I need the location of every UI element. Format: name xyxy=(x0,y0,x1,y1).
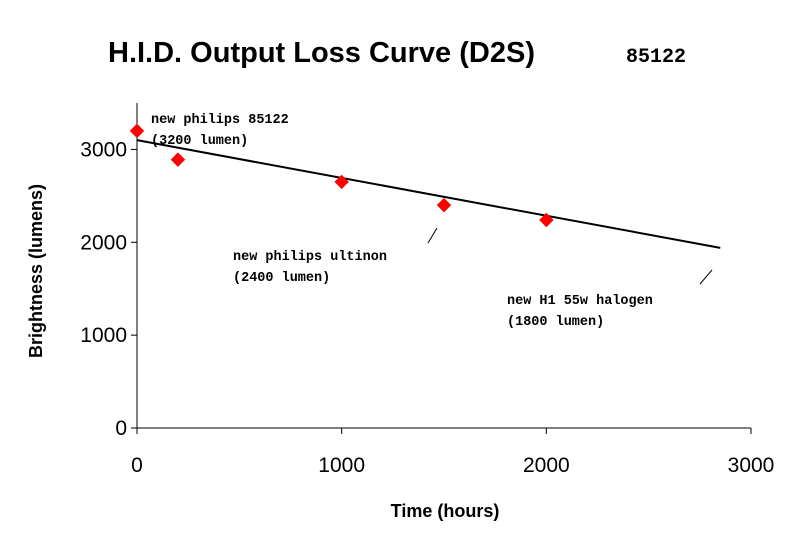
axes xyxy=(131,103,752,434)
trend-line-layer xyxy=(136,139,721,249)
chart-title-text: H.I.D. Output Loss Curve (D2S) xyxy=(108,37,535,69)
annotation-text: (1800 lumen) xyxy=(507,315,604,330)
data-point-diamond xyxy=(436,197,452,213)
data-point-diamond xyxy=(539,212,554,228)
y-tick-label: 0 xyxy=(115,417,127,440)
annotation: new philips 85122 (3200 lumen) xyxy=(151,113,289,149)
x-tick-label: 1000 xyxy=(318,454,365,477)
y-tick-label: 1000 xyxy=(80,324,127,347)
annotations: new philips 85122(3200 lumen)new philips… xyxy=(151,113,713,330)
annotation-text: new H1 55w halogen xyxy=(507,294,653,309)
annotation-leader-line xyxy=(699,269,713,285)
annotation-text: (2400 lumen) xyxy=(233,271,330,286)
annotation-text: (3200 lumen) xyxy=(151,134,248,149)
tick-labels: 0 1000 2000 3000 0 1000 2000 3000 xyxy=(80,138,774,477)
annotation-leader-line xyxy=(427,227,438,244)
y-tick-label: 3000 xyxy=(80,138,127,161)
data-point-diamond xyxy=(334,174,349,190)
annotation-text: new philips 85122 xyxy=(151,113,289,128)
x-tick-label: 3000 xyxy=(728,454,775,477)
annotation: new H1 55w halogen (1800 lumen) xyxy=(507,269,713,330)
trend-line xyxy=(136,139,721,249)
chart-title-code: 85122 xyxy=(626,46,686,69)
x-tick-label: 0 xyxy=(131,454,143,477)
annotation-text: new philips ultinon xyxy=(233,250,387,265)
data-markers xyxy=(129,123,554,228)
data-point-diamond xyxy=(170,152,186,167)
x-tick-label: 2000 xyxy=(523,454,570,477)
y-tick-label: 2000 xyxy=(80,231,127,254)
data-point-diamond xyxy=(129,123,145,139)
x-axis-label: Time (hours) xyxy=(391,501,500,521)
annotation: new philips ultinon (2400 lumen) xyxy=(233,227,438,286)
y-axis-label: Brightness (lumens) xyxy=(26,184,46,358)
chart-title: H.I.D. Output Loss Curve (D2S) 85122 xyxy=(108,37,686,69)
